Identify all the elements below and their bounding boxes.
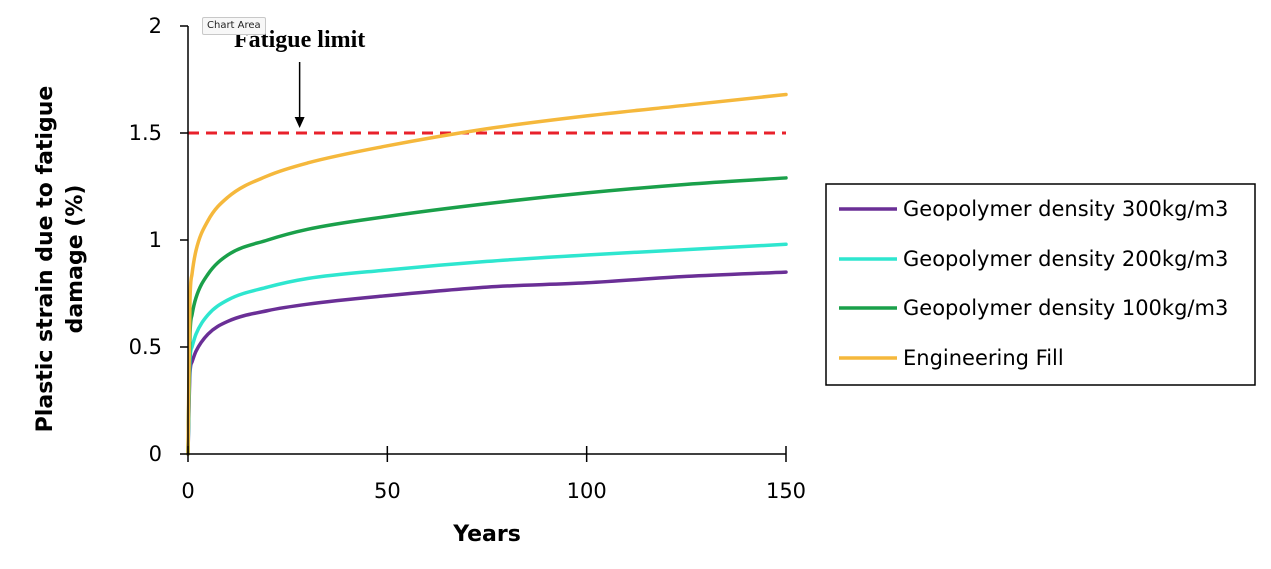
legend-label-1: Geopolymer density 300kg/m3 [903,197,1228,221]
plot-area [186,92,788,456]
chart-area-tooltip: Chart Area [202,17,266,35]
series-line-1 [186,270,788,456]
y-tick-label: 1.5 [129,121,162,145]
y-axis-title-line: Plastic strain due to fatigue [33,86,58,433]
x-tick-label: 150 [766,479,806,503]
y-tick-label: 2 [149,14,162,38]
x-tick-label: 100 [567,479,607,503]
x-tick-label: 0 [181,479,194,503]
axes: 0 0.5 1 1.5 2 0 50 100 150 Years Plastic strain du… [33,14,806,547]
y-axis-title: Plastic strain due to fatigue damage (%) [33,86,88,433]
legend-label-3: Geopolymer density 100kg/m3 [903,296,1228,320]
legend-label-2: Geopolymer density 200kg/m3 [903,247,1228,271]
y-tick-label: 0 [149,442,162,466]
legend-box [825,183,1256,386]
x-tick-label: 50 [374,479,401,503]
x-axis-title: Years [452,522,521,547]
legend-label-4: Engineering Fill [903,346,1064,370]
y-tick-label: 1 [149,228,162,252]
y-tick-label: 0.5 [129,335,162,359]
y-axis-title-line: damage (%) [63,185,88,334]
annotation-layer: Fatigue limit [234,27,365,128]
annotation-arrow-head [294,117,305,128]
series-line-4 [186,92,788,456]
series-line-2 [186,242,788,456]
legend: Geopolymer density 300kg/m3 Geopolymer de… [825,183,1256,386]
series-line-3 [186,176,788,456]
